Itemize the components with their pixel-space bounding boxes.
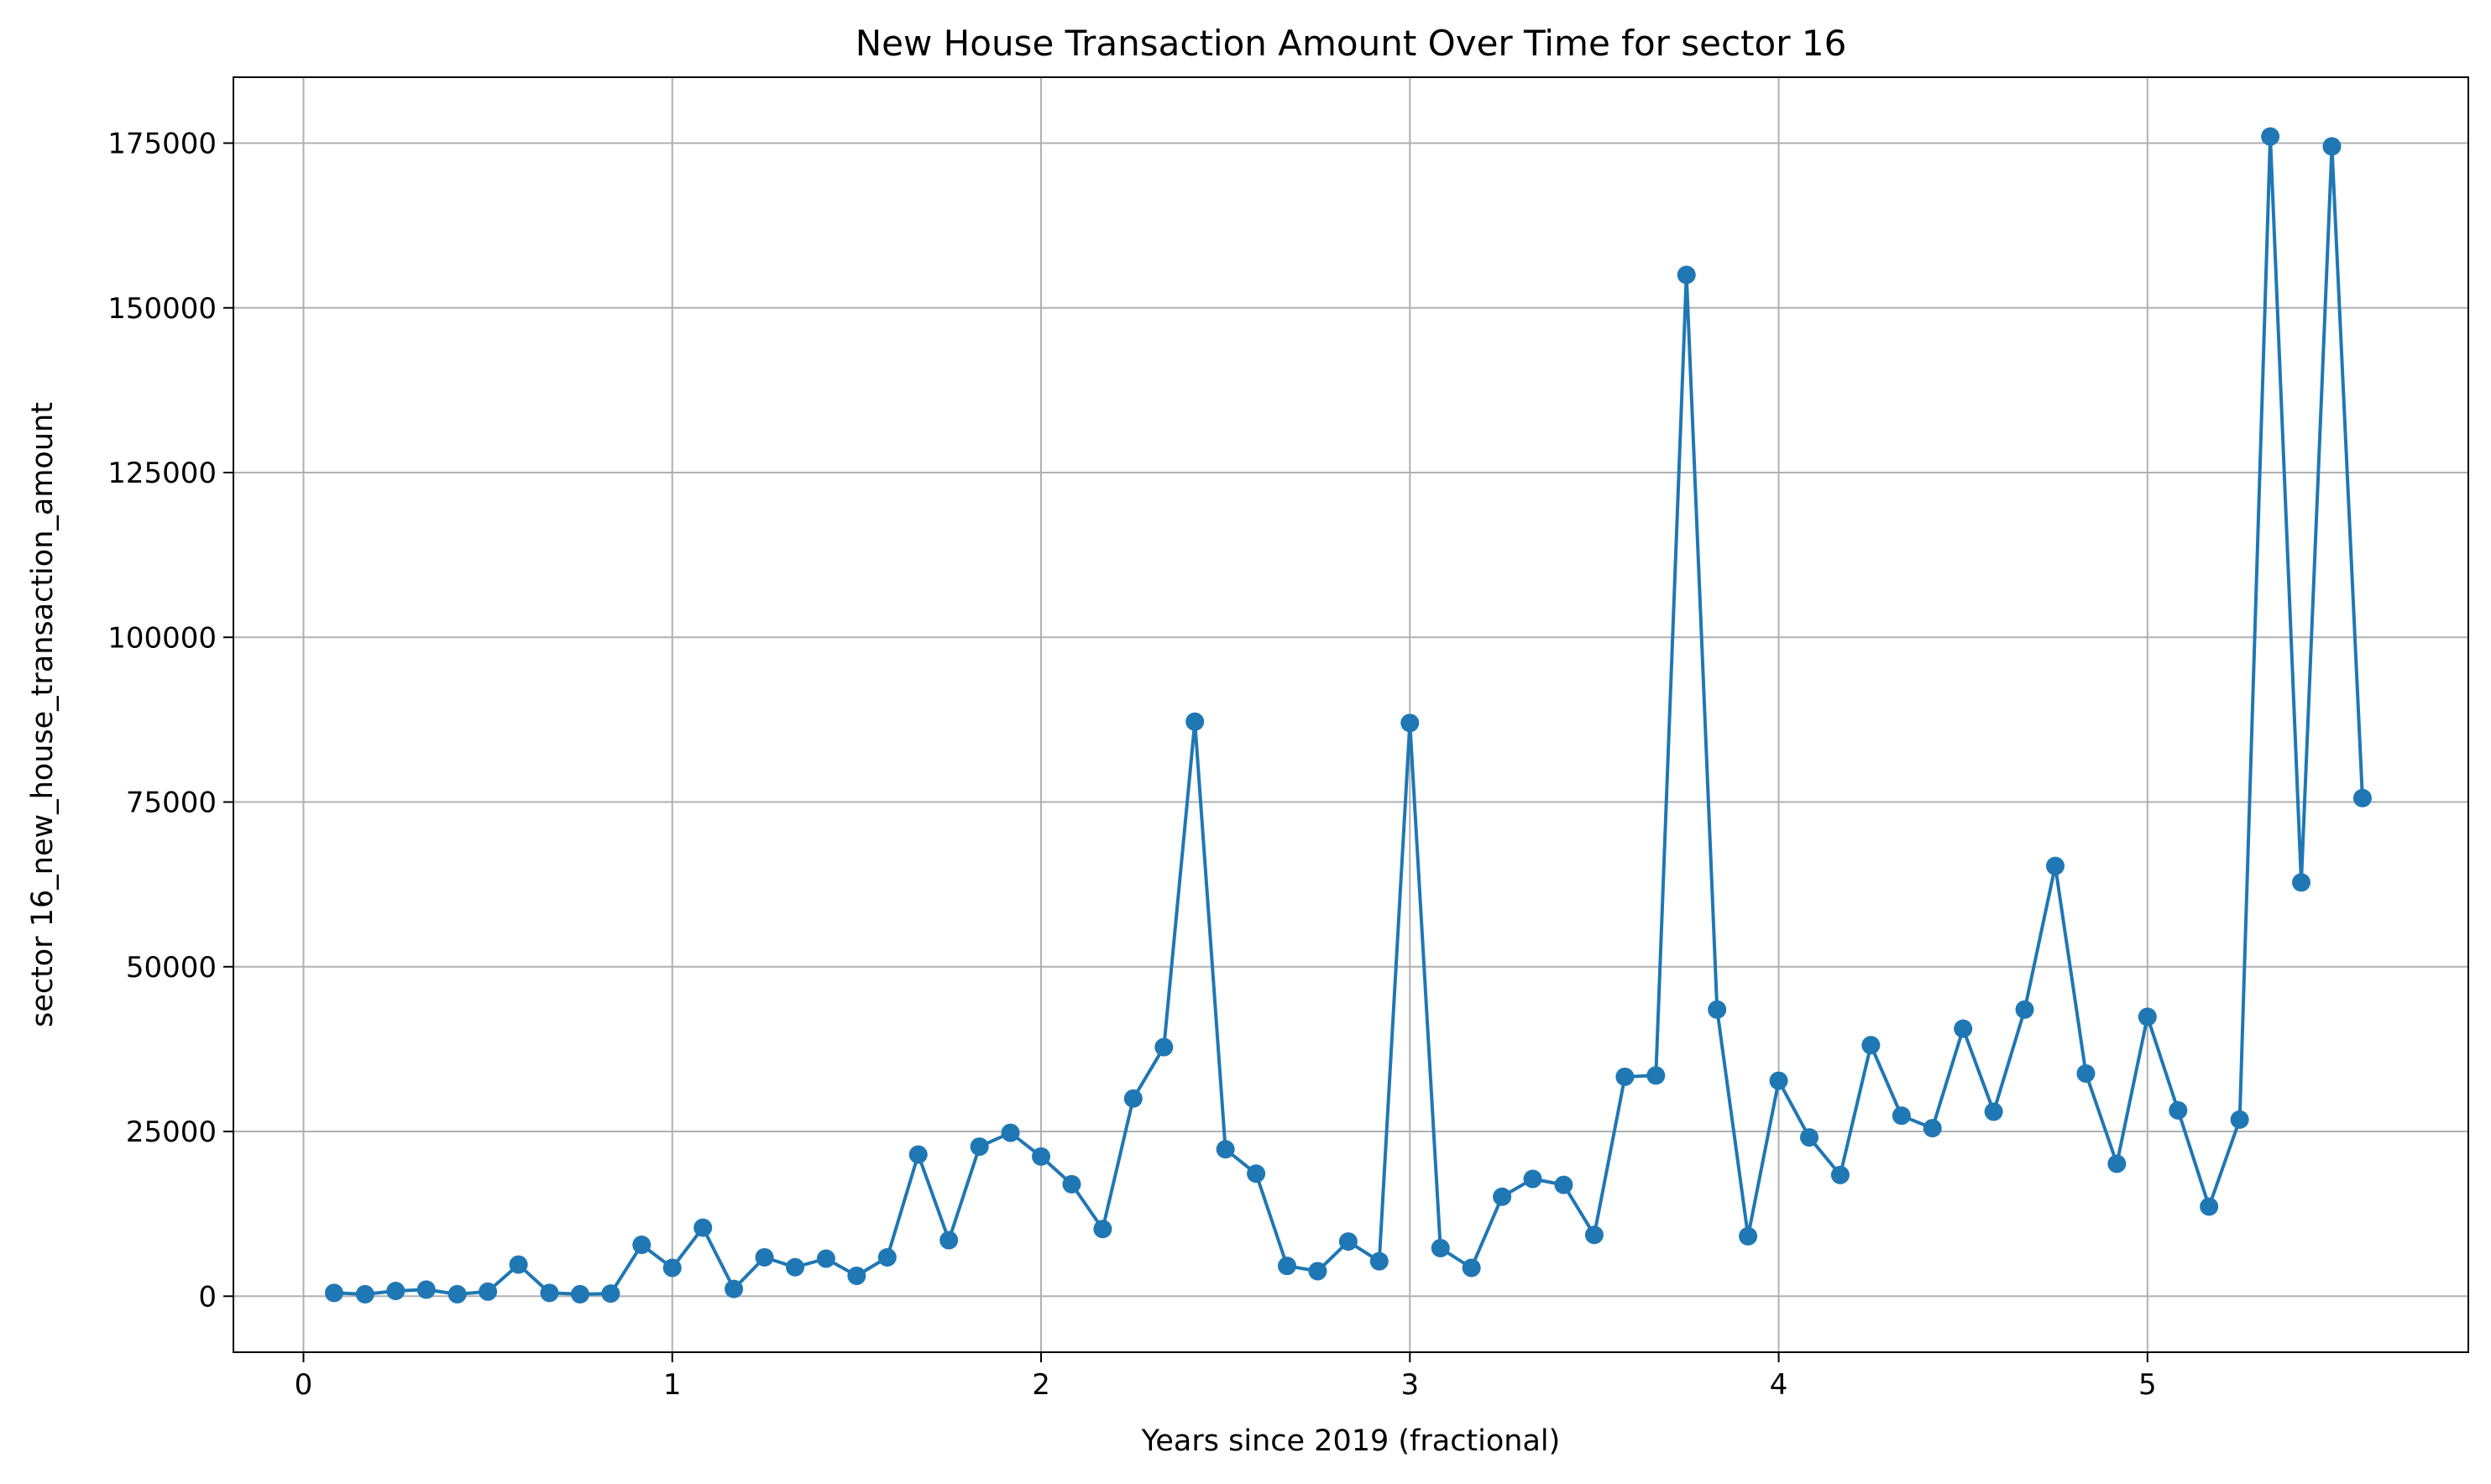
- data-point: [386, 1281, 406, 1300]
- data-point: [816, 1249, 835, 1268]
- x-tick-label: 5: [2138, 1368, 2157, 1402]
- data-point: [662, 1258, 682, 1278]
- data-point: [1216, 1140, 1235, 1159]
- data-point: [2230, 1110, 2249, 1129]
- data-point: [1369, 1251, 1389, 1271]
- x-tick-label: 1: [663, 1368, 682, 1402]
- data-point: [1001, 1123, 1020, 1142]
- data-point: [725, 1279, 744, 1298]
- data-point: [2200, 1197, 2219, 1216]
- y-tick-label: 125000: [107, 457, 217, 490]
- data-point: [1892, 1106, 1911, 1126]
- data-point: [1338, 1232, 1358, 1251]
- y-tick-label: 150000: [107, 292, 217, 326]
- data-point: [1523, 1169, 1542, 1189]
- data-point: [1584, 1225, 1604, 1245]
- data-point: [877, 1247, 897, 1267]
- data-point: [970, 1137, 989, 1157]
- data-point: [2107, 1154, 2127, 1173]
- data-point: [1032, 1147, 1051, 1166]
- data-point: [1493, 1187, 1512, 1206]
- y-tick-label: 0: [198, 1280, 217, 1314]
- data-point: [540, 1283, 559, 1303]
- data-point: [693, 1218, 713, 1237]
- data-point: [2015, 1000, 2034, 1019]
- data-point: [1062, 1174, 1081, 1194]
- y-tick-label: 25000: [126, 1116, 217, 1149]
- data-point: [1400, 713, 1420, 733]
- data-point: [601, 1284, 620, 1304]
- data-point: [355, 1284, 374, 1304]
- data-point: [1739, 1226, 1758, 1246]
- data-point: [1923, 1119, 1942, 1138]
- y-tick-label: 50000: [126, 951, 217, 985]
- data-point: [1954, 1019, 1973, 1038]
- axis-ticks: 0 1 2 3 4 5 0 25000 50000 75000 100000 125000 150000…: [107, 128, 2156, 1402]
- x-tick-label: 2: [1032, 1368, 1050, 1402]
- x-tick-label: 4: [1770, 1368, 1788, 1402]
- data-point: [1431, 1238, 1450, 1257]
- data-point: [1123, 1089, 1143, 1108]
- data-point: [786, 1257, 805, 1277]
- x-tick-label: 3: [1400, 1368, 1419, 1402]
- data-point: [2076, 1063, 2096, 1083]
- data-point: [908, 1145, 928, 1164]
- x-axis-label: Years since 2019 (fractional): [1141, 1424, 1561, 1458]
- data-point: [1615, 1067, 1635, 1086]
- data-point: [1646, 1066, 1666, 1085]
- data-point: [2169, 1100, 2188, 1120]
- chart-title: New House Transaction Amount Over Time f…: [856, 23, 1847, 64]
- data-point: [1247, 1164, 1266, 1184]
- data-point: [416, 1280, 436, 1299]
- data-point: [2292, 873, 2311, 892]
- data-point: [755, 1247, 774, 1267]
- data-point: [1554, 1175, 1573, 1194]
- data-point: [1861, 1036, 1881, 1055]
- data-point: [509, 1255, 528, 1274]
- y-tick-label: 75000: [126, 786, 217, 820]
- data-point: [1984, 1102, 2003, 1121]
- data-point: [1462, 1258, 1481, 1278]
- data-point: [570, 1284, 589, 1304]
- y-tick-label: 175000: [107, 128, 217, 161]
- data-point: [479, 1282, 498, 1301]
- data-point: [632, 1236, 652, 1255]
- data-point: [1677, 265, 1696, 285]
- data-point: [1769, 1071, 1788, 1090]
- data-point: [324, 1283, 343, 1303]
- y-tick-label: 100000: [107, 621, 217, 655]
- grid-lines: [233, 77, 2468, 1352]
- data-point: [2352, 788, 2372, 807]
- data-point: [939, 1231, 959, 1250]
- data-series: [324, 127, 2372, 1304]
- data-point: [1830, 1165, 1850, 1184]
- data-point: [1708, 1000, 1727, 1019]
- x-tick-label: 0: [295, 1368, 313, 1402]
- y-axis-label: sector 16_new_house_transaction_amount: [26, 402, 60, 1027]
- plot-frame: [233, 76, 2469, 1353]
- data-point: [1800, 1128, 1819, 1147]
- data-point: [1278, 1257, 1297, 1276]
- data-point: [1185, 712, 1205, 731]
- data-point: [447, 1284, 467, 1304]
- data-point: [1154, 1037, 1174, 1057]
- data-point: [1308, 1262, 1327, 1281]
- data-point: [847, 1266, 866, 1285]
- data-point: [1093, 1220, 1112, 1239]
- data-point: [2046, 856, 2065, 875]
- data-point: [2322, 137, 2342, 156]
- data-point: [2261, 127, 2280, 146]
- data-point: [2138, 1007, 2157, 1027]
